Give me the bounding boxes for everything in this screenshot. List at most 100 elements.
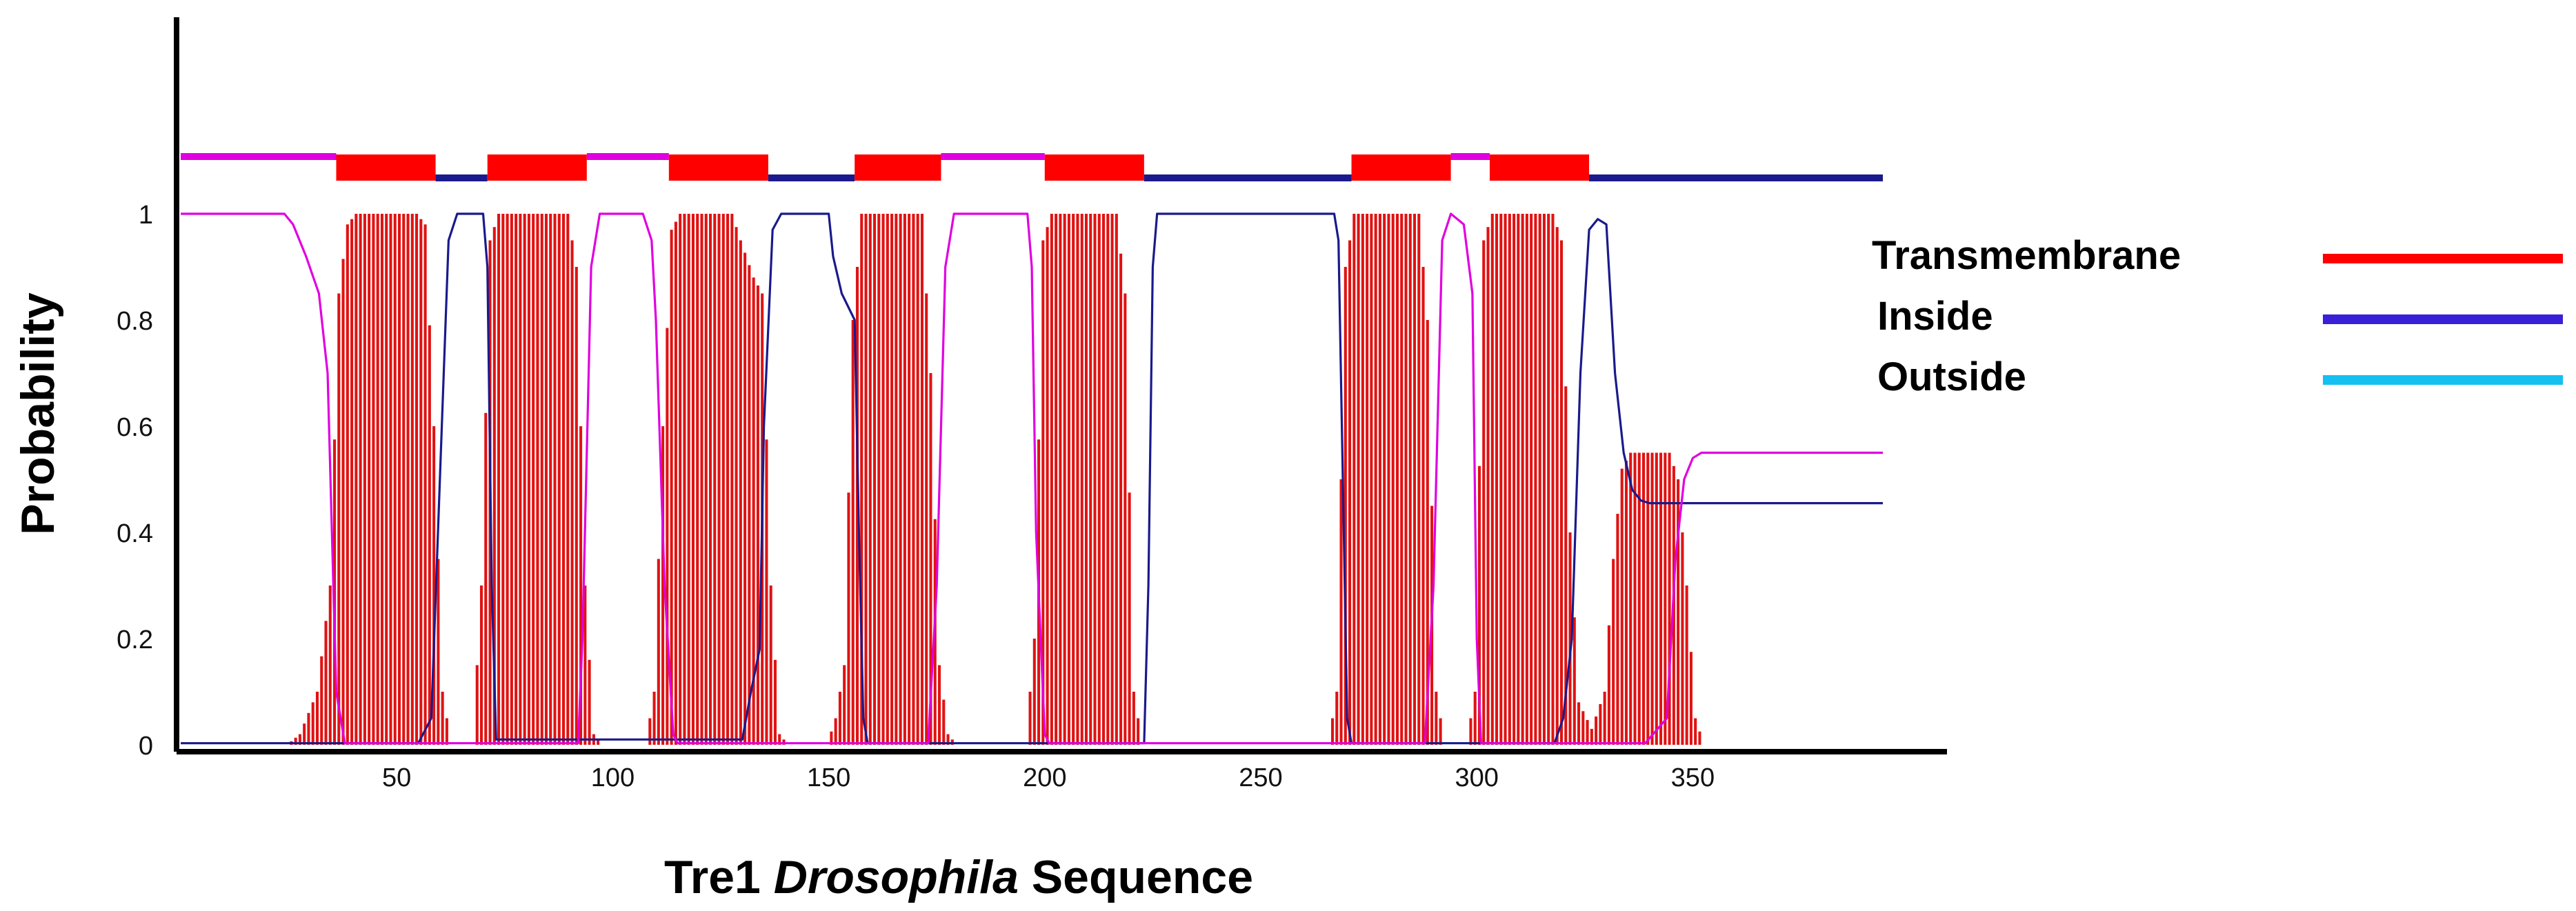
tm-bar [1124,293,1127,745]
tm-bar [1495,214,1499,745]
tm-bar [1137,718,1140,745]
tm-bar [721,214,725,745]
tm-bar [1542,214,1546,745]
tm-bar [1050,214,1053,745]
transmembrane-bars [290,214,1701,745]
tm-bar [303,723,306,745]
tm-bar [743,252,747,745]
tm-bar [1370,214,1373,745]
legend-swatch-inside [2323,314,2563,324]
tm-bar [670,230,673,745]
tm-bar [315,692,319,745]
tm-bar [1590,728,1593,745]
x-tick-label: 250 [1239,763,1282,792]
tm-bar [406,214,410,745]
tm-bar [1568,532,1572,745]
tm-bar [445,718,448,745]
tm-bar [506,214,509,745]
tm-bar [557,214,561,745]
tm-bar [1599,703,1602,745]
tm-bar [1698,731,1701,745]
tm-bar [1486,227,1490,745]
x-axis-title-part-3: Sequence [1019,851,1253,903]
tm-bar [1067,214,1070,745]
tm-bar [346,224,349,745]
topology-segment-inside [435,174,488,181]
tm-bar [519,214,522,745]
tm-bar [1063,214,1066,745]
tm-bar [1101,214,1106,745]
outside-probability-line [181,212,1883,745]
topology-track [181,153,1883,181]
tm-bar [1032,639,1036,745]
tm-bar [912,214,915,745]
tm-bar [696,214,699,745]
topology-segment-outside [1450,153,1490,160]
tm-bar [1330,718,1335,745]
tm-bar [708,214,712,745]
topology-segment-outside [941,153,1045,160]
tm-bar [510,214,513,745]
tm-bar [1115,214,1118,745]
tm-bar [532,214,535,745]
tm-bar [501,214,505,745]
x-tick-label: 50 [382,763,411,792]
tm-bar [1559,240,1564,745]
topology-segment-transmembrane [336,154,436,181]
tm-bar [648,718,652,745]
tm-bar [579,426,583,745]
tm-bar [773,659,777,745]
tm-bar [1607,625,1610,745]
y-tick-labels: 0 0.2 0.4 0.6 0.8 1 [117,201,153,761]
tm-bar [1646,452,1650,745]
tm-bar [674,221,677,745]
x-tick-label: 350 [1671,763,1715,792]
tm-bar [1547,214,1550,745]
tm-bar [830,731,833,745]
tm-bar [1555,227,1559,745]
y-tick-label: 1 [139,201,153,230]
tm-bar [1612,559,1615,745]
tm-bar [553,214,557,745]
tm-bar [1499,214,1503,745]
tm-bar [1421,267,1425,745]
tm-bar [1685,585,1688,745]
tm-bar [929,373,932,745]
tm-bar [1564,386,1568,745]
tm-bar [903,214,906,745]
tm-bar [380,214,383,745]
tm-bar [834,718,837,745]
tm-bar [687,214,690,745]
tm-bar [350,219,354,745]
tm-bar [540,214,543,745]
tm-bar [1637,452,1641,745]
tm-bar [877,214,881,745]
tm-bar [1106,214,1110,745]
tm-bar [868,214,872,745]
tm-bar [1412,214,1417,745]
tm-bar [1641,452,1646,745]
tm-bar [1439,718,1442,745]
tm-bar [515,214,518,745]
legend-swatch-outside [2323,375,2563,385]
tm-bar [1119,253,1123,745]
tm-bar [423,224,427,745]
tm-bar [1469,718,1472,745]
tm-bar [942,699,946,745]
tm-bar [363,214,366,745]
tm-bar [1668,452,1671,745]
tm-bar [765,439,768,745]
tm-bar [1110,214,1114,745]
tm-bar [1530,214,1533,745]
tm-bar [700,214,703,745]
tm-bar [1335,692,1339,745]
tm-bar [1659,452,1663,745]
tm-bar [1378,214,1381,745]
tm-bar [484,412,488,745]
tm-bar [324,621,328,745]
legend: Transmembrane Inside Outside [1872,233,2563,399]
tm-bar [1080,214,1084,745]
tm-bar [895,214,898,745]
tm-bar [1408,214,1412,745]
